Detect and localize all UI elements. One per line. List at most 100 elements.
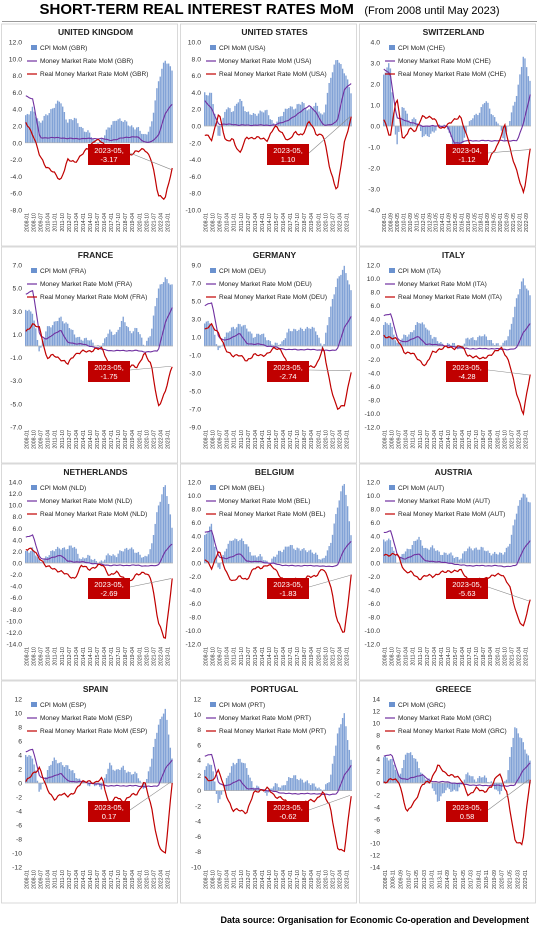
netherlands-callout-value: -2.69 [100,589,117,598]
united-states-xtick-label: 2009-07 [218,213,224,232]
united-states-ytick-label: 4.0 [192,90,202,97]
italy-cpi-bar [515,298,518,346]
united-kingdom-cpi-bar [114,120,116,143]
belgium-cpi-bar [212,535,214,563]
portugal-cpi-bar [239,758,241,791]
greece-cpi-bar [519,737,521,783]
germany-callout-box [267,361,309,382]
spain-cpi-bar [132,774,135,783]
belgium-cpi-bar [284,546,287,563]
portugal-cpi-bar [215,790,218,794]
portugal-cpi-bar [328,782,330,791]
austria-xtick-label: 2017-10 [474,647,480,666]
austria-cpi-bar [475,547,477,563]
belgium-cpi-bar [346,506,349,563]
belgium-cpi-bar [215,555,218,563]
italy-xtick-label: 2015-07 [453,430,459,449]
portugal-cpi-bar [232,762,234,791]
belgium-cpi-bar [340,491,342,563]
greece-cpi-bar [428,778,430,783]
spain-cpi-bar [55,759,57,783]
greece-ytick-label: -14 [370,865,380,872]
switzerland-cpi-bar [430,126,432,134]
united-states-cpi-bar [335,60,337,126]
spain-ytick-label: -8 [16,837,22,844]
spain-cpi-bar [48,766,50,783]
austria-xtick-label: 2008-01 [383,647,389,666]
portugal-xtick-label: 2008-10 [211,870,217,889]
spain-cpi-bar [65,765,67,783]
italy-cpi-bar [421,322,424,346]
germany-ytick-label: -9.0 [189,425,201,432]
france-cpi-bar [122,316,124,346]
spain-cpi-bar [171,758,173,783]
greece-cpi-bar [475,781,477,783]
france-cpi-bar [38,346,40,352]
united-states-xtick-label: 2011-01 [232,213,238,232]
switzerland-xtick-label: 2016-09 [466,213,472,232]
portugal-callout-date: 2023-05, [273,803,303,812]
switzerland-xtick-label: 2021-05 [511,213,517,232]
switzerland-cpi-bar [502,126,504,139]
germany-cpi-bar [279,344,282,346]
greece-cpi-bar [480,777,482,783]
belgium-cpi-bar [335,514,337,563]
spain-real-rate-line [25,765,173,854]
switzerland-ytick-label: -3.0 [368,187,380,194]
portugal-cpi-bar [225,778,228,791]
switzerland-xtick-label: 2013-05 [434,213,440,232]
spain-xtick-label: 2023-01 [165,870,171,889]
united-kingdom-ytick-label: -8.0 [10,208,22,215]
spain-cpi-bar [51,761,54,783]
belgium-ytick-label: 8.0 [192,507,202,514]
austria-cpi-bar [409,549,412,563]
chart-panel-switzerland: SWITZERLAND4.03.02.01.00.0-1.0-2.0-3.0-4… [359,23,536,247]
germany-cpi-bar [330,306,332,346]
greece-ytick-label: -4 [374,805,380,812]
united-states-cpi-bar [325,104,327,126]
netherlands-cpi-bar [132,549,135,563]
switzerland-cpi-bar [408,120,410,126]
united-kingdom-cpi-bar [130,125,133,143]
italy-xtick-label: 2012-07 [425,430,431,449]
austria-cpi-bar [524,494,526,563]
france-callout-date: 2023-05, [94,363,124,372]
portugal-cpi-bar [230,766,233,791]
united-kingdom-cpi-bar [136,127,138,143]
italy-cpi-bar [475,340,477,346]
united-kingdom-cpi-bar [90,137,92,143]
netherlands-cpi-bar [157,505,160,563]
italy-cpi-bar [394,340,397,346]
switzerland-cpi-bar [455,126,457,149]
portugal-xtick-label: 2010-04 [225,870,231,889]
france-cpi-bar [56,321,59,346]
germany-cpi-bar [341,269,344,346]
united-kingdom-cpi-bar [36,118,39,143]
portugal-cpi-bar [269,788,271,791]
italy-xtick-label: 2011-01 [411,430,417,449]
spain-xtick-label: 2018-07 [123,870,129,889]
netherlands-cpi-bar [68,545,71,563]
united-kingdom-cpi-bar [85,132,87,143]
germany-money-market-line [204,302,352,352]
italy-cpi-bar [522,278,524,346]
italy-cpi-bar [477,337,479,346]
greece-cpi-bar [406,752,408,783]
greece-xtick-label: 2018-01 [476,870,482,889]
greece-money-market-line [383,753,531,787]
united-kingdom-cpi-bar [35,116,37,143]
austria-cpi-bar [438,551,440,563]
germany-cpi-bar [286,332,288,346]
france-cpi-bar [30,311,32,346]
switzerland-cpi-bar [403,107,405,126]
united-kingdom-xtick-label: 2017-01 [109,213,115,232]
belgium-cpi-bar [348,521,351,563]
austria-cpi-bar [512,525,514,563]
greece-cpi-bar [507,770,509,783]
united-kingdom-cpi-bar [40,122,42,143]
united-states-cpi-bar [207,95,209,126]
netherlands-cpi-bar [33,550,35,563]
austria-cpi-bar [465,551,467,563]
austria-xtick-label: 2014-10 [446,647,452,666]
switzerland-cpi-bar [428,126,430,138]
